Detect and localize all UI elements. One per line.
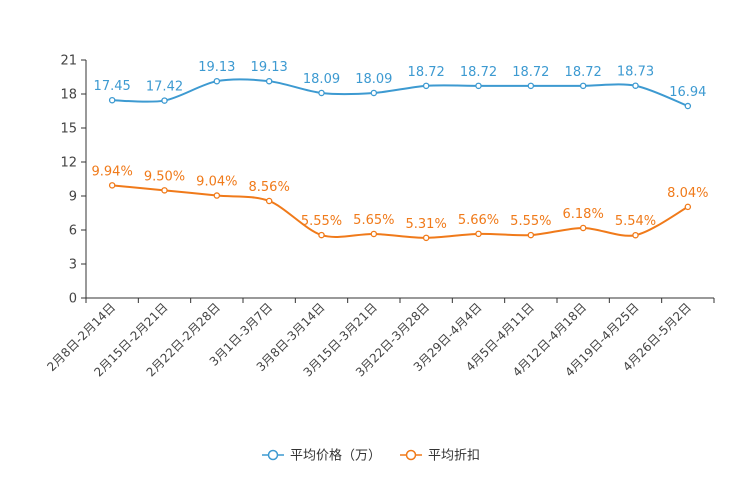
series-1: 17.45 17.42 19.13 19.13 18.09 18.09 18.72 18.72… [94, 60, 706, 110]
legend-item-1[interactable]: 平均价格（万） [262, 448, 381, 464]
data-label: 9.50% [144, 169, 185, 184]
data-point[interactable] [422, 82, 430, 90]
data-label: 5.55% [301, 214, 342, 229]
data-point[interactable] [632, 231, 639, 239]
data-label: 9.04% [196, 175, 237, 190]
data-label: 18.72 [460, 65, 497, 80]
data-point[interactable] [318, 231, 325, 239]
data-point[interactable] [579, 224, 587, 232]
y-tick-label: 12 [60, 156, 77, 171]
data-label: 18.72 [408, 65, 445, 80]
data-point[interactable] [527, 231, 535, 239]
data-point[interactable] [108, 96, 116, 104]
series-2: 9.94% 9.50% 9.04% 8.56% 5.55% 5.65% 5.31% 5.66%… [92, 164, 708, 242]
data-label: 19.13 [251, 60, 288, 75]
legend[interactable]: 平均价格（万） 平均折扣 [262, 448, 480, 464]
data-label: 17.45 [94, 79, 131, 94]
data-point[interactable] [213, 77, 221, 85]
data-label: 8.04% [667, 186, 708, 201]
data-point[interactable] [161, 187, 168, 194]
data-point[interactable] [161, 97, 168, 104]
data-point[interactable] [527, 82, 535, 90]
data-label: 5.66% [458, 213, 499, 228]
data-label: 18.09 [355, 72, 392, 87]
data-label: 5.55% [510, 214, 551, 229]
data-point[interactable] [265, 197, 273, 205]
data-point[interactable] [475, 230, 482, 238]
data-point[interactable] [265, 77, 273, 85]
legend-label: 平均价格（万） [290, 448, 381, 464]
data-label: 6.18% [563, 207, 604, 222]
legend-label: 平均折扣 [428, 449, 480, 464]
data-point[interactable] [579, 82, 587, 90]
data-label: 5.31% [406, 217, 447, 232]
y-tick-label: 18 [60, 88, 77, 103]
data-point[interactable] [632, 82, 639, 89]
y-tick-label: 6 [69, 224, 77, 239]
data-point[interactable] [108, 182, 116, 189]
data-label: 18.73 [617, 65, 654, 80]
data-label: 18.09 [303, 72, 340, 87]
y-tick-label: 0 [69, 292, 77, 307]
data-label: 8.56% [249, 180, 290, 195]
series-line [112, 78, 689, 107]
data-label: 18.72 [512, 65, 549, 80]
legend-circle-marker [267, 449, 279, 461]
y-tick-label: 21 [60, 54, 77, 69]
data-label: 19.13 [198, 60, 235, 75]
data-point[interactable] [475, 82, 482, 90]
data-label: 9.94% [92, 164, 133, 179]
y-tick-label: 15 [60, 122, 77, 137]
data-label: 17.42 [146, 80, 183, 95]
data-point[interactable] [684, 203, 692, 211]
data-label: 5.54% [615, 214, 656, 229]
data-label: 18.72 [565, 65, 602, 80]
data-point[interactable] [213, 192, 221, 199]
legend-circle-marker [405, 449, 417, 461]
data-point[interactable] [370, 230, 378, 238]
data-point[interactable] [684, 102, 692, 110]
y-tick-label: 9 [69, 190, 77, 205]
data-label: 16.94 [669, 85, 706, 100]
data-point[interactable] [422, 234, 430, 242]
y-tick-label: 3 [69, 258, 77, 273]
legend-item-2[interactable]: 平均折扣 [400, 449, 480, 464]
data-label: 5.65% [353, 213, 394, 228]
data-point[interactable] [318, 89, 325, 97]
data-point[interactable] [370, 89, 378, 97]
series-layer: 17.45 17.42 19.13 19.13 18.09 18.09 18.72 18.72… [92, 60, 708, 242]
